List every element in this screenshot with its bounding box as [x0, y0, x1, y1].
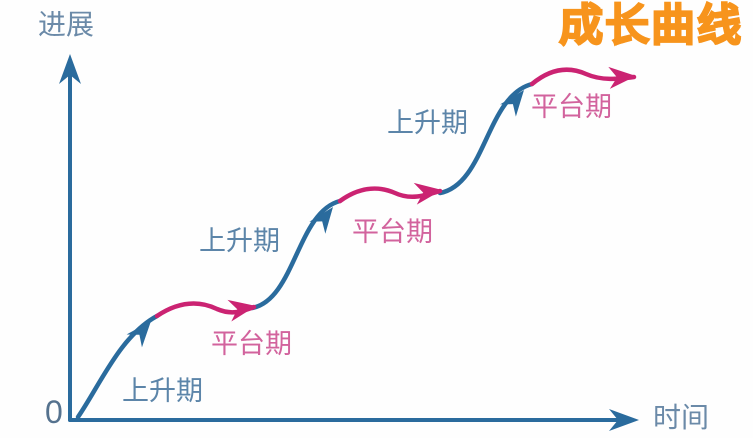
- rise-segment-1: [75, 313, 160, 420]
- rise-segment-3: [437, 81, 535, 196]
- phase-label-rise-3: 上升期: [387, 108, 468, 138]
- diagram-title: 成长曲线: [558, 1, 743, 50]
- rise-arrow-icon-2: [309, 207, 333, 234]
- plateau-arrow-icon-1: [227, 299, 256, 322]
- y-axis-arrow-icon: [59, 54, 81, 84]
- plateau-arrow-icon-3: [608, 66, 636, 89]
- rise-arrow-icon-3: [500, 90, 524, 117]
- x-axis-label: 时间: [653, 402, 710, 433]
- phase-label-plateau-2: 平台期: [352, 217, 433, 247]
- phase-label-rise-1: 上升期: [122, 376, 203, 406]
- y-axis-label: 进展: [38, 9, 95, 40]
- rise-segment-2: [249, 198, 343, 311]
- phase-label-plateau-3: 平台期: [531, 92, 612, 122]
- rise-arrow-icon-1: [126, 321, 151, 348]
- origin-label: 0: [45, 394, 63, 430]
- phase-label-rise-2: 上升期: [199, 226, 280, 256]
- x-axis-arrow-icon: [609, 409, 639, 431]
- plateau-arrow-icon-2: [413, 182, 442, 205]
- phase-label-plateau-1: 平台期: [211, 329, 292, 359]
